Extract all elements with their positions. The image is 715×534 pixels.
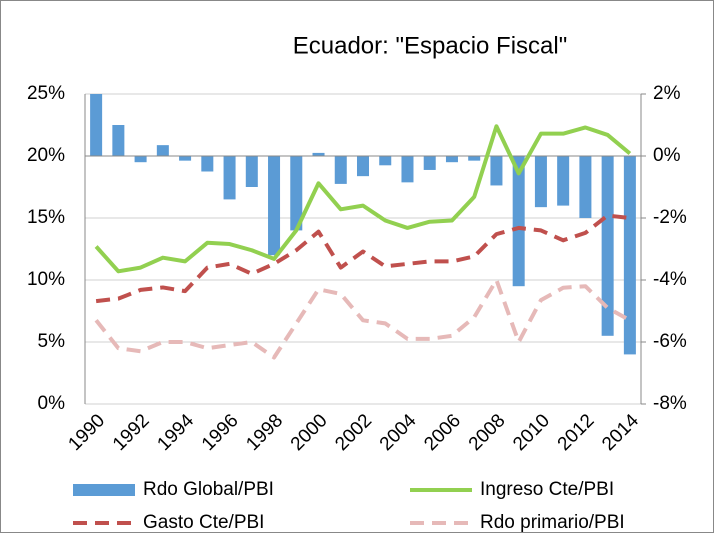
legend-label: Rdo primario/PBI (480, 512, 625, 533)
bar (468, 156, 481, 161)
bar (134, 156, 147, 163)
y2-tick-label: 0% (653, 145, 681, 166)
bar (223, 156, 236, 200)
bar (245, 156, 258, 187)
bar (534, 156, 547, 208)
bar (401, 156, 414, 183)
y-tick-label: 15% (27, 207, 65, 228)
legend-label: Rdo Global/PBI (143, 479, 274, 500)
y2-tick-label: -4% (653, 269, 687, 290)
bar (423, 156, 436, 170)
bar (356, 156, 370, 177)
line-series (95, 213, 631, 304)
y-tick-label: 0% (38, 393, 66, 414)
bar (90, 94, 103, 156)
bar (490, 156, 503, 186)
y2-tick-label: -6% (653, 331, 687, 352)
bar (112, 125, 125, 156)
bar (557, 156, 570, 206)
bar (623, 156, 636, 355)
bar (290, 156, 303, 231)
y-tick-label: 20% (27, 145, 65, 166)
y-tick-label: 5% (38, 331, 66, 352)
line-series (94, 124, 632, 274)
bar (601, 156, 614, 336)
y2-tick-label: 2% (653, 83, 681, 104)
bar (379, 156, 392, 166)
bar (201, 156, 214, 172)
bar (512, 156, 525, 287)
bar (445, 156, 458, 163)
y-tick-label: 25% (27, 83, 65, 104)
legend-label: Ingreso Cte/PBI (480, 479, 614, 500)
bar (312, 152, 325, 156)
chart-title: Ecuador: "Espacio Fiscal" (293, 32, 568, 59)
bar (179, 156, 192, 161)
legend-swatch (73, 484, 135, 496)
line-series (94, 278, 631, 360)
bar (579, 156, 592, 218)
y2-tick-label: -8% (653, 393, 687, 414)
y2-tick-label: -2% (653, 207, 687, 228)
legend-label: Gasto Cte/PBI (143, 512, 264, 533)
bar (334, 156, 347, 184)
bar (156, 145, 169, 156)
y-tick-label: 10% (27, 269, 65, 290)
bar (268, 156, 281, 256)
